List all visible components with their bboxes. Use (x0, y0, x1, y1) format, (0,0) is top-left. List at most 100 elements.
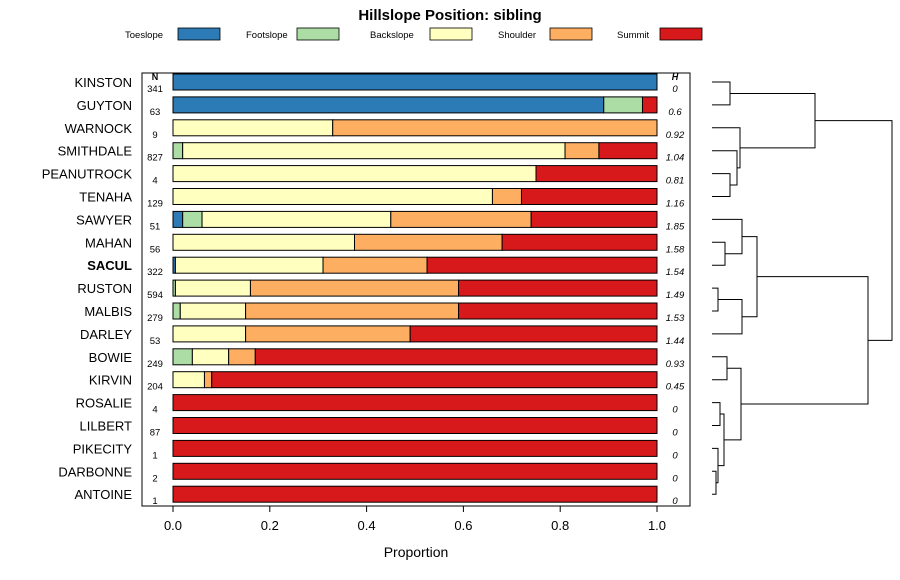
bar-segment (172, 73, 658, 91)
n-value: 63 (150, 107, 161, 118)
bar-segment (409, 325, 658, 343)
legend-label: Summit (617, 30, 650, 41)
legend-swatch (177, 27, 221, 41)
bar-segment (530, 210, 658, 228)
dendrogram-branch (815, 120, 893, 341)
legend-label: Footslope (246, 30, 288, 41)
h-value: 0 (672, 405, 678, 416)
bar-segment (228, 348, 256, 366)
bar-segment (458, 302, 658, 320)
dendrogram-branch (712, 241, 726, 266)
h-value: 0 (672, 428, 678, 439)
dendrogram (712, 81, 893, 495)
plot-frame (141, 72, 691, 507)
n-value: 87 (150, 428, 161, 439)
bar-segment (458, 279, 658, 297)
row-labels: KINSTON 341 0 GUYTON 63 0.6 WARNOCK 9 0.92 SMITHD… (42, 75, 685, 507)
bar-segment (179, 302, 247, 320)
bar-segment (172, 394, 658, 412)
dendrogram-branch (712, 356, 728, 381)
category-label: WARNOCK (65, 121, 133, 136)
bar-segment (201, 210, 392, 228)
legend: Toeslope Footslope Backslope Shoulder Summit (125, 27, 703, 41)
dendrogram-branch (712, 299, 743, 335)
category-label: PIKECITY (73, 441, 133, 456)
legend-swatch (659, 27, 703, 41)
x-tick-label: 0.4 (358, 518, 376, 533)
dendrogram-branch (712, 81, 731, 106)
legend-label: Toeslope (125, 30, 163, 41)
bar-segment (172, 371, 205, 389)
x-tick-label: 0.0 (164, 518, 182, 533)
h-column-header: H (672, 72, 679, 82)
dendrogram-branch (712, 150, 738, 186)
legend-label: Shoulder (498, 30, 536, 41)
n-value: 341 (147, 84, 163, 95)
x-tick-label: 0.6 (454, 518, 472, 533)
bar-segment (211, 371, 658, 389)
category-label: BOWIE (89, 350, 133, 365)
h-value: 0 (672, 496, 678, 507)
category-label: SACUL (87, 258, 132, 273)
category-label: SAWYER (76, 212, 132, 227)
h-value: 1.49 (666, 290, 685, 301)
n-value: 129 (147, 199, 163, 210)
legend-swatch (296, 27, 340, 41)
h-value: 0 (672, 473, 678, 484)
category-label: RUSTON (77, 281, 132, 296)
n-value: 4 (152, 176, 157, 187)
category-label: MAHAN (85, 235, 132, 250)
bar-segment (172, 325, 247, 343)
bar-segment (491, 188, 522, 205)
h-value: 0.81 (666, 176, 685, 187)
category-label: ROSALIE (76, 396, 133, 411)
bar-segment (182, 210, 203, 228)
n-column-header: N (152, 72, 159, 82)
dendrogram-branch (712, 470, 717, 495)
h-value: 0.6 (668, 107, 682, 118)
bar-segment (172, 302, 181, 320)
bar-segment (172, 188, 493, 205)
bar-segment (172, 439, 658, 457)
legend-swatch (549, 27, 593, 41)
h-value: 0.45 (666, 382, 685, 393)
bar-segment (426, 256, 658, 274)
dendrogram-branch (712, 127, 741, 169)
x-axis-label: Proportion (384, 544, 449, 560)
dendrogram-branch (718, 413, 725, 467)
h-value: 1.44 (666, 336, 685, 347)
dendrogram-branch (712, 173, 731, 197)
category-label: MALBIS (84, 304, 132, 319)
bar-segment (182, 142, 566, 160)
n-value: 1 (152, 450, 157, 461)
n-value: 51 (150, 221, 161, 232)
category-label: KINSTON (74, 75, 132, 90)
category-label: SMITHDALE (58, 144, 133, 159)
dendrogram-branch (712, 402, 721, 426)
bar-segment (249, 279, 460, 297)
bar-segment (172, 417, 658, 434)
category-label: KIRVIN (89, 373, 132, 388)
legend-swatch (429, 27, 473, 41)
h-value: 0.92 (666, 130, 685, 141)
bar-segment (174, 279, 251, 297)
bar-segment (172, 233, 355, 251)
n-value: 1 (152, 496, 157, 507)
bar-segment (598, 142, 658, 160)
bar-segment (332, 119, 658, 137)
category-label: LILBERT (79, 419, 132, 434)
bar-segment (245, 302, 460, 320)
dendrogram-branch (712, 218, 743, 255)
legend-label: Backslope (370, 30, 414, 41)
bar-segment (322, 256, 428, 274)
n-value: 56 (150, 244, 161, 255)
bar-segment (535, 165, 658, 183)
bar-segment (191, 348, 230, 366)
bar-segment (564, 142, 600, 160)
bar-segment (641, 96, 658, 114)
dendrogram-branch (741, 276, 869, 405)
bar-segment (603, 96, 643, 114)
bar-segment (245, 325, 411, 343)
dendrogram-branch (730, 92, 816, 149)
